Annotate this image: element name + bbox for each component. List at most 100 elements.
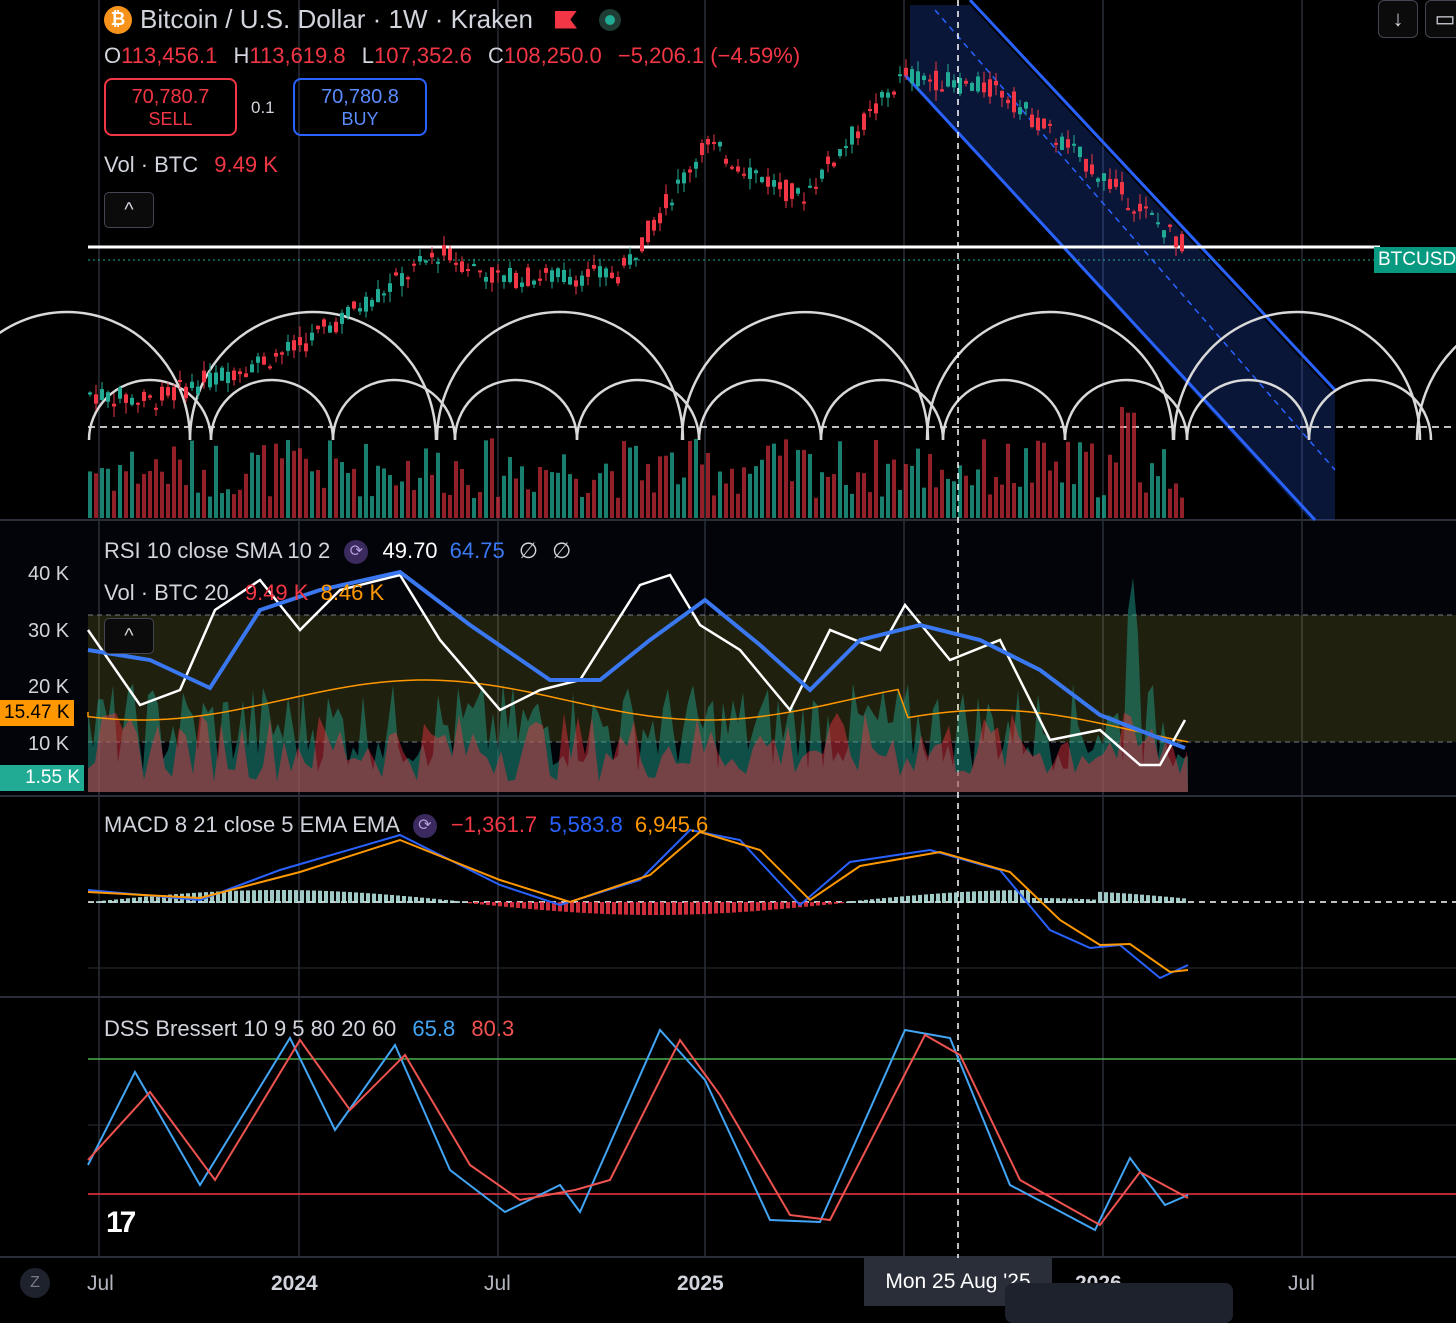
macd-histogram-bar (762, 902, 766, 911)
macd-histogram-bar (516, 902, 520, 908)
candle-body (958, 77, 962, 94)
volume-bar (628, 447, 632, 518)
refresh-icon[interactable]: ⟳ (412, 814, 437, 839)
fullscreen-button[interactable]: ▭ (1425, 0, 1456, 38)
volume-bar (400, 481, 404, 518)
refresh-icon[interactable]: ⟳ (344, 540, 369, 565)
sell-price: 70,780.7 (131, 86, 210, 108)
volume-bar (508, 457, 512, 518)
candle-body (370, 300, 374, 307)
candle-body (172, 387, 176, 401)
macd-histogram-bar (162, 895, 166, 903)
volume-bar (232, 494, 236, 518)
volume-bar (1180, 497, 1184, 518)
rsi-legend-label: RSI 10 close SMA 10 2 (104, 538, 331, 563)
candle-body (628, 254, 632, 265)
volume-bar (778, 455, 782, 518)
candle-body (1006, 99, 1010, 104)
sell-button[interactable]: 70,780.7 SELL (104, 78, 237, 136)
candle-body (274, 352, 278, 357)
candle-body (844, 146, 848, 149)
candle-body (718, 141, 722, 147)
candle-body (1084, 158, 1088, 172)
candle-body (334, 321, 338, 333)
candle-body (1042, 118, 1046, 129)
candle-body (118, 387, 122, 399)
candle-body (376, 289, 380, 303)
macd-histogram-bar (666, 902, 670, 915)
candle-body (814, 186, 818, 189)
volume-bar (460, 469, 464, 518)
volume-bar (412, 490, 416, 518)
macd-histogram-bar (894, 896, 898, 903)
candle-body (112, 403, 116, 407)
candle-body (778, 182, 782, 190)
macd-histogram-bar (900, 896, 904, 903)
macd-legend[interactable]: MACD 8 21 close 5 EMA EMA ⟳ −1,361.7 5,5… (104, 812, 708, 839)
macd-histogram-bar (888, 897, 892, 903)
collapse-legend-button[interactable]: ^ (104, 192, 154, 228)
candle-body (484, 276, 488, 282)
volume-bar (748, 473, 752, 518)
volume-bar (256, 454, 260, 518)
symbol-title[interactable]: Bitcoin / U.S. Dollar · 1W · Kraken (140, 4, 533, 34)
candle-body (124, 394, 128, 403)
macd-histogram-bar (1014, 890, 1018, 903)
collapse-pane-button[interactable]: ^ (104, 618, 154, 654)
rsi-legend[interactable]: RSI 10 close SMA 10 2 ⟳ 49.70 64.75 ∅ ∅ (104, 538, 571, 565)
time-axis-label: 2024 (271, 1272, 318, 1295)
macd-histogram-bar (750, 902, 754, 912)
macd-histogram-bar (672, 902, 676, 915)
macd-histogram-bar (738, 902, 742, 913)
macd-histogram-bar (822, 902, 826, 905)
macd-histogram-bar (954, 892, 958, 903)
zoom-button[interactable]: Z (20, 1268, 50, 1298)
buy-button[interactable]: 70,780.8 BUY (293, 78, 427, 136)
volume-legend[interactable]: Vol · BTC 9.49 K (104, 152, 278, 178)
cycle-arc-small (209, 378, 335, 441)
channel-upper-line (968, 0, 1337, 392)
candle-body (1066, 139, 1070, 148)
macd-histogram-bar (660, 902, 664, 915)
volume-bar (370, 496, 374, 518)
candle-body (1060, 136, 1064, 150)
volume-bar (376, 465, 380, 518)
macd-histogram-bar (978, 891, 982, 903)
macd-histogram-bar (972, 891, 976, 903)
volume-bar (394, 485, 398, 518)
volume-bar (634, 445, 638, 518)
candle-body (340, 312, 344, 324)
volume-bar (406, 460, 410, 518)
volume-bar (700, 464, 704, 518)
macd-histogram-bar (366, 893, 370, 903)
volume-bar (1072, 484, 1076, 518)
candle-body (430, 252, 434, 258)
volume-ma-tag: 15.47 K (0, 700, 74, 726)
drawing-toolbar[interactable] (1005, 1283, 1233, 1323)
volume-bar (790, 481, 794, 518)
candle-body (394, 272, 398, 276)
candle-body (1102, 173, 1106, 181)
macd-histogram-bar (480, 902, 484, 905)
macd-histogram-bar (546, 902, 550, 911)
volume-bar (94, 473, 98, 518)
macd-histogram-bar (930, 893, 934, 903)
dss-legend-label: DSS Bressert 10 9 5 80 20 60 (104, 1016, 397, 1041)
volume-bar (1084, 451, 1088, 518)
macd-histogram-bar (126, 898, 130, 903)
volume-bar (820, 472, 824, 518)
download-button[interactable]: ↓ (1378, 0, 1418, 38)
candle-body (994, 80, 998, 86)
macd-histogram-bar (1002, 890, 1006, 903)
macd-histogram-bar (828, 902, 832, 905)
candle-body (166, 387, 170, 396)
dss-legend[interactable]: DSS Bressert 10 9 5 80 20 60 65.8 80.3 (104, 1016, 514, 1042)
macd-histogram-bar (990, 890, 994, 903)
volume20-legend[interactable]: Vol · BTC 20 9.49 K 8.46 K (104, 580, 384, 606)
flag-icon[interactable] (555, 10, 577, 29)
candle-body (592, 265, 596, 269)
macd-histogram-bar (486, 902, 490, 906)
macd-histogram-bar (156, 895, 160, 903)
